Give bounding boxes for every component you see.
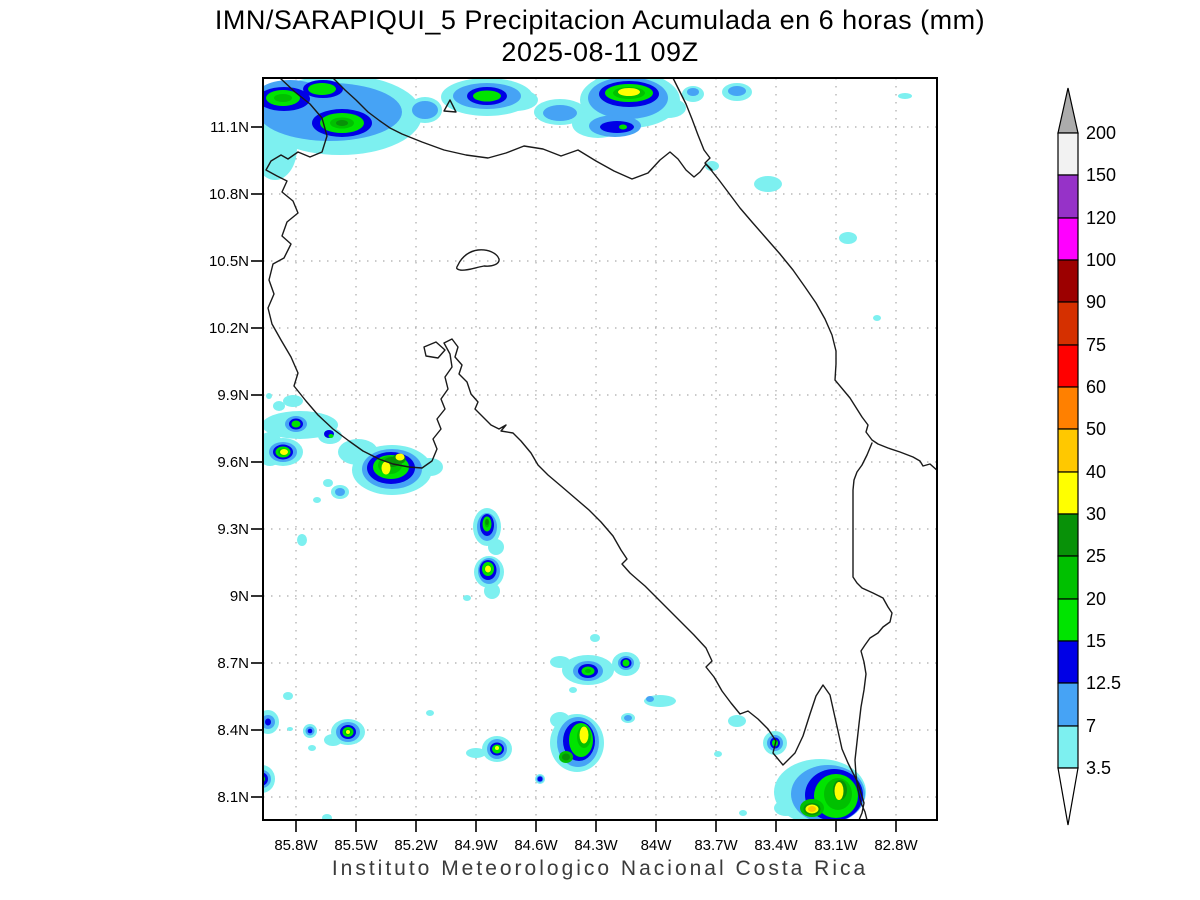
lat-tick-label: 10.8N (209, 186, 249, 203)
grid-lines (263, 78, 937, 820)
lon-tick-label: 82.8W (874, 837, 918, 854)
lon-axis-labels: 85.8W 85.5W 85.2W 84.9W 84.6W 84.3W 84W … (274, 837, 918, 854)
precip-layer-40mm (808, 806, 816, 812)
lat-tick-label: 11.1N (210, 119, 249, 136)
lat-tick-label: 8.4N (217, 722, 249, 739)
colorbar-label: 150 (1086, 165, 1116, 185)
colorbar-label: 25 (1086, 546, 1106, 566)
nicaragua-border-line (332, 78, 713, 180)
page-title: IMN/SARAPIQUI_5 Precipitacion Acumulada … (0, 4, 1200, 68)
source-caption: Instituto Meteorologico Nacional Costa R… (331, 857, 869, 880)
colorbar-label: 15 (1086, 631, 1106, 651)
colorbar-arrow-top (1057, 87, 1079, 134)
lon-tick-label: 84W (641, 837, 673, 854)
colorbar-label: 75 (1086, 335, 1106, 355)
colorbar-label: 20 (1086, 589, 1106, 609)
lat-tick-label: 10.2N (209, 320, 249, 337)
lon-tick-label: 84.6W (514, 837, 558, 854)
axis-ticks (251, 126, 897, 832)
colorbar-labels: 200 150 120 100 90 75 60 50 40 30 25 20 … (1086, 123, 1121, 778)
colorbar-label: 60 (1086, 377, 1106, 397)
colorbar-label: 90 (1086, 292, 1106, 312)
lat-tick-label: 9.9N (217, 387, 249, 404)
lon-tick-label: 83.4W (754, 837, 798, 854)
colorbar-label: 3.5 (1086, 758, 1111, 778)
colorbar-label: 7 (1086, 716, 1096, 736)
colorbar-label: 30 (1086, 504, 1106, 524)
colorbar-label: 200 (1086, 123, 1116, 143)
caribbean-coastline (672, 78, 937, 472)
plot-frame (262, 77, 938, 821)
colorbar-label: 12.5 (1086, 673, 1121, 693)
lon-tick-label: 83.7W (694, 837, 738, 854)
lat-tick-label: 9.6N (217, 454, 249, 471)
colorbar-label: 120 (1086, 208, 1116, 228)
precipitation-field (263, 78, 912, 820)
colorbar-label: 40 (1086, 462, 1106, 482)
lat-tick-label: 10.5N (209, 253, 249, 270)
colorbar-bands (1057, 132, 1079, 769)
chira-island-outline (423, 341, 446, 359)
colorbar-arrow-bottom (1057, 767, 1079, 826)
lon-tick-label: 85.8W (274, 837, 318, 854)
lat-axis-labels: 11.1N 10.8N 10.5N 10.2N 9.9N 9.6N 9.3N 9… (209, 119, 249, 806)
chart-title-line2: 2025-08-11 09Z (501, 37, 699, 67)
lat-tick-label: 8.1N (217, 789, 249, 806)
lon-tick-label: 84.9W (454, 837, 498, 854)
lon-tick-label: 83.1W (814, 837, 858, 854)
panama-border-line (852, 442, 893, 820)
colorbar-label: 100 (1086, 250, 1116, 270)
lat-tick-label: 9.3N (217, 521, 249, 538)
lat-tick-label: 8.7N (217, 655, 249, 672)
lon-tick-label: 84.3W (574, 837, 618, 854)
small-island-outline (443, 99, 457, 113)
chart-title-line1: IMN/SARAPIQUI_5 Precipitacion Acumulada … (214, 5, 986, 35)
colorbar: 200 150 120 100 90 75 60 50 40 30 25 20 … (1057, 87, 1121, 826)
coastline-layer (265, 78, 937, 820)
lat-tick-label: 9N (230, 588, 249, 605)
pacific-coastline (265, 78, 865, 820)
colorbar-label: 50 (1086, 419, 1106, 439)
lon-tick-label: 85.5W (334, 837, 378, 854)
precip-layer-3p5mm (263, 78, 912, 820)
lake-arenal-outline (456, 249, 500, 271)
lon-tick-label: 85.2W (394, 837, 438, 854)
